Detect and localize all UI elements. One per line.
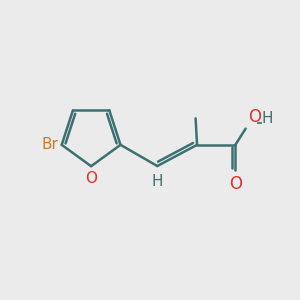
Text: H: H <box>152 174 163 189</box>
Text: Br: Br <box>41 137 58 152</box>
Text: H: H <box>262 111 273 126</box>
Text: O: O <box>249 108 262 126</box>
Text: O: O <box>229 175 242 193</box>
Text: O: O <box>85 172 97 187</box>
